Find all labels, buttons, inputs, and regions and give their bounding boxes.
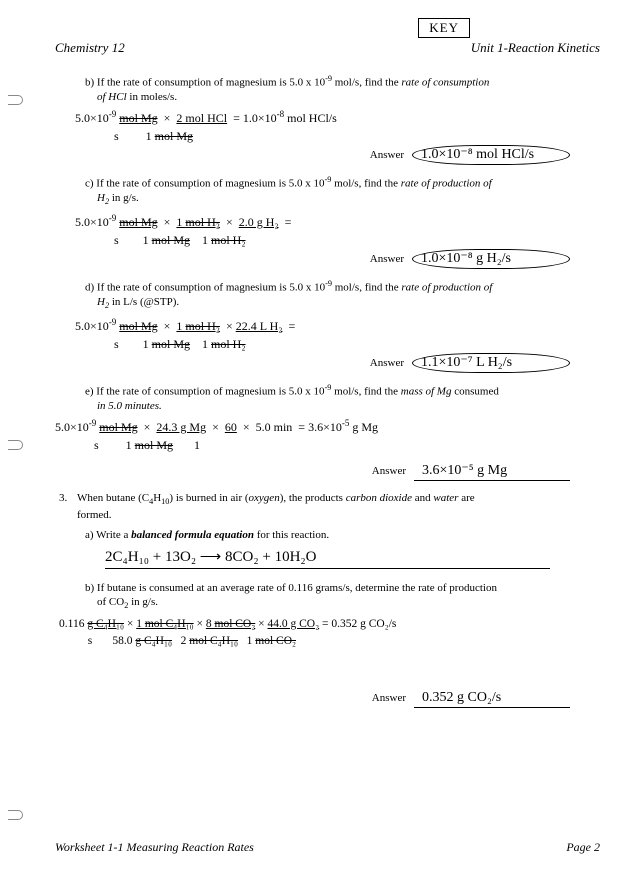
answer-b-value: 1.0×10⁻⁸ mol HCl/s — [412, 145, 570, 165]
problem-d: d) If the rate of consumption of magnesi… — [85, 279, 600, 312]
answer-label: Answer — [372, 465, 406, 477]
worksheet-page: KEY Chemistry 12 Unit 1-Reaction Kinetic… — [0, 0, 640, 893]
answer-d-value: 1.1×10⁻⁷ L H₂/s — [412, 353, 570, 373]
problem-3b: b) If butane is consumed at an average r… — [85, 581, 600, 612]
answer-label: Answer — [372, 692, 406, 704]
work-d: 5.0×10-9 mol Mg × 1 mol H₂ × 22.4 L H₂ =… — [75, 316, 600, 353]
course-title: Chemistry 12 — [55, 40, 125, 56]
key-label: KEY — [418, 18, 470, 38]
answer-3b: Answer 0.352 g CO₂/s — [55, 690, 570, 708]
answer-label: Answer — [370, 149, 404, 161]
equation-3a: 2C₄H₁₀ + 13O₂ ⟶ 8CO₂ + 10H₂O — [105, 547, 550, 569]
problem-3: 3.When butane (C4H10) is burned in air (… — [59, 491, 600, 522]
punch-hole — [8, 440, 23, 450]
answer-d: Answer 1.1×10⁻⁷ L H₂/s — [55, 353, 570, 373]
problem-b: b) If the rate of consumption of magnesi… — [85, 74, 600, 104]
problem-e: e) If the rate of consumption of magnesi… — [85, 383, 600, 413]
punch-hole — [8, 810, 23, 820]
answer-e: Answer 3.6×10⁻⁵ g Mg — [55, 462, 570, 481]
punch-hole — [8, 95, 23, 105]
worksheet-title: Worksheet 1-1 Measuring Reaction Rates — [55, 840, 254, 855]
problem-c: c) If the rate of consumption of magnesi… — [85, 175, 600, 208]
unit-title: Unit 1-Reaction Kinetics — [471, 40, 600, 56]
work-c: 5.0×10-9 mol Mg × 1 mol H₂ × 2.0 g H₂ = … — [75, 212, 600, 249]
answer-label: Answer — [370, 357, 404, 369]
answer-label: Answer — [370, 253, 404, 265]
page-header: Chemistry 12 Unit 1-Reaction Kinetics — [55, 40, 600, 56]
answer-c: Answer 1.0×10⁻⁸ g H₂/s — [55, 249, 570, 269]
answer-3b-value: 0.352 g CO₂/s — [414, 690, 570, 708]
work-e: 5.0×10-9 mol Mg × 24.3 g Mg × 60 × 5.0 m… — [55, 417, 600, 454]
page-footer: Worksheet 1-1 Measuring Reaction Rates P… — [55, 840, 600, 855]
work-3b: 0.116 g C₄H₁₀ × 1 mol C₄H₁₀ × 8 mol CO₂ … — [59, 616, 600, 651]
answer-b: Answer 1.0×10⁻⁸ mol HCl/s — [55, 145, 570, 165]
answer-e-value: 3.6×10⁻⁵ g Mg — [414, 462, 570, 481]
page-number: Page 2 — [566, 840, 600, 855]
answer-c-value: 1.0×10⁻⁸ g H₂/s — [412, 249, 570, 269]
work-b: 5.0×10-9 mol Mg × 2 mol HCl = 1.0×10-8 m… — [75, 108, 600, 145]
problem-3a: a) Write a balanced formula equation for… — [85, 528, 600, 542]
